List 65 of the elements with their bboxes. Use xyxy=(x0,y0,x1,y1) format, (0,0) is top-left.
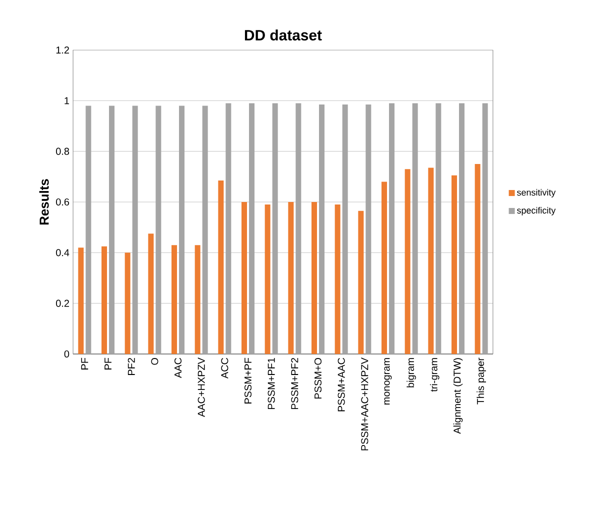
x-tick-label: This paper xyxy=(476,358,486,404)
bar xyxy=(218,180,224,354)
bar xyxy=(272,103,278,354)
x-tick-label: PF2 xyxy=(128,358,135,375)
bar xyxy=(108,106,114,354)
x-tick-label: PSSM+PF xyxy=(244,358,252,404)
x-tick-label: O xyxy=(151,358,158,365)
bar xyxy=(248,103,254,354)
x-tick-label: AAC+HXPZV xyxy=(198,358,205,418)
y-tick-label: 1 xyxy=(64,97,69,104)
bar xyxy=(452,175,458,354)
x-tick-label: PSSM+AAC xyxy=(338,358,345,412)
bar xyxy=(86,106,92,354)
y-tick-label: 0.8 xyxy=(56,148,70,155)
bar xyxy=(132,106,138,354)
bar xyxy=(148,234,154,354)
bar xyxy=(178,106,184,354)
x-tick-label: PSSM+AAC+HXPZV xyxy=(361,358,368,450)
y-tick-label: 0.2 xyxy=(56,300,69,307)
bar xyxy=(412,103,418,354)
x-tick-label: PSSM+PF2 xyxy=(291,358,298,410)
x-tick-label: AAC xyxy=(174,358,182,378)
y-tick-label: 0.6 xyxy=(56,198,70,206)
bar xyxy=(288,202,294,354)
bar xyxy=(194,245,200,354)
bar xyxy=(156,106,162,354)
legend-label: specificity xyxy=(517,206,556,216)
bar xyxy=(482,103,488,354)
bar xyxy=(436,103,442,354)
bar xyxy=(342,104,348,354)
bar xyxy=(242,202,248,354)
x-tick-label: bigram xyxy=(406,358,416,388)
x-tick-label: ACC xyxy=(221,358,228,379)
bar xyxy=(382,182,388,354)
bar xyxy=(428,168,434,354)
bar xyxy=(172,245,178,354)
bar xyxy=(264,204,270,354)
bar xyxy=(102,246,108,354)
bar xyxy=(358,210,364,354)
bar xyxy=(474,164,480,354)
bar xyxy=(389,103,394,354)
bar xyxy=(404,169,410,354)
y-tick-label: 1.2 xyxy=(56,46,69,54)
x-tick-label: PF xyxy=(81,358,88,370)
bar xyxy=(78,248,84,354)
bar xyxy=(202,106,208,354)
x-tick-label: tri-gram xyxy=(430,358,440,392)
x-tick-label: PF xyxy=(104,358,112,370)
chart-title: DD dataset xyxy=(244,30,322,40)
y-axis-title: Results xyxy=(39,179,49,225)
legend-label: sensitivity xyxy=(517,189,556,198)
bar xyxy=(319,104,324,354)
y-tick-label: 0 xyxy=(64,350,70,358)
bar xyxy=(124,252,130,354)
x-tick-label: PSSM+PF1 xyxy=(268,358,275,410)
x-tick-label: Alignment (DTW) xyxy=(453,358,463,434)
bar xyxy=(296,103,302,354)
bar xyxy=(312,202,318,354)
bar xyxy=(226,103,232,354)
x-tick-label: monogram xyxy=(384,358,392,404)
bar xyxy=(334,204,340,354)
bar xyxy=(366,104,372,354)
y-tick-label: 0.4 xyxy=(56,249,70,256)
bar xyxy=(459,103,464,354)
x-tick-label: PSSM+O xyxy=(314,358,322,399)
